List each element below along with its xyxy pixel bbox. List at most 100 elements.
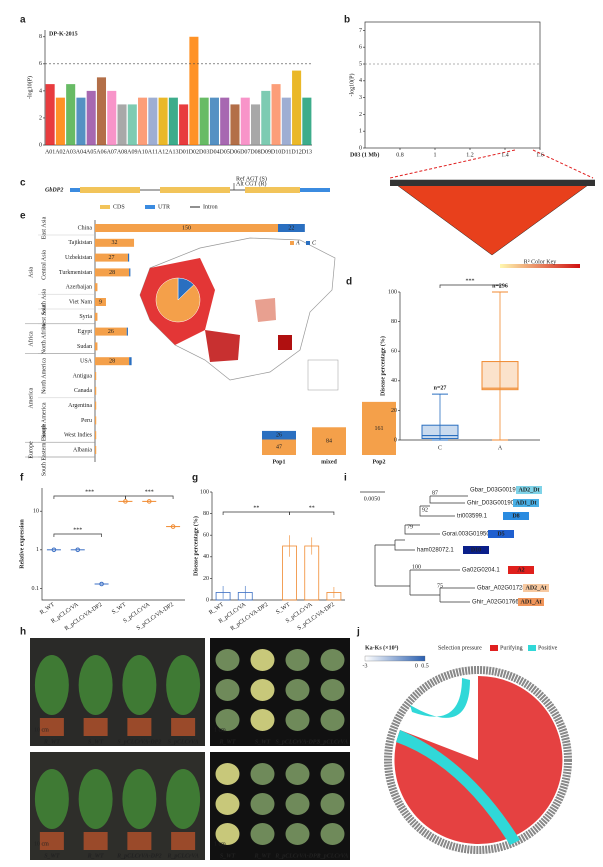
leaf bbox=[285, 793, 310, 815]
legend-label: Positive bbox=[538, 645, 558, 651]
y-axis-label: Disease percentage (%) bbox=[192, 516, 199, 576]
y-tick-label: 20 bbox=[391, 408, 397, 414]
x-tick-label: A10 bbox=[137, 149, 147, 155]
region-label: Asia bbox=[28, 267, 34, 278]
legend-swatch bbox=[290, 241, 294, 245]
bar-value: 9 bbox=[99, 299, 102, 305]
x-tick-label: A04 bbox=[76, 149, 86, 155]
subregion-label: Central Asia bbox=[41, 250, 47, 280]
leaf bbox=[285, 679, 310, 701]
peak-column bbox=[117, 104, 127, 145]
leaf-label: Ga02G0204.1 bbox=[462, 568, 500, 574]
leaf bbox=[320, 709, 345, 731]
gene-name: GbDP2 bbox=[45, 187, 63, 193]
plant bbox=[78, 655, 113, 715]
x-tick-label: D04 bbox=[209, 149, 219, 155]
legend-label: A bbox=[295, 240, 300, 246]
panel-letter: h bbox=[20, 627, 26, 638]
bar-A bbox=[95, 446, 97, 454]
country-label: Egypt bbox=[78, 329, 93, 335]
bar-A bbox=[95, 386, 97, 395]
x-tick-label: D05 bbox=[220, 149, 230, 155]
peak-column bbox=[302, 97, 312, 145]
sig-bracket bbox=[53, 533, 102, 537]
bar-C bbox=[278, 224, 305, 232]
ld-header bbox=[390, 180, 595, 186]
y-tick-label: 2 bbox=[39, 115, 42, 121]
bar-C bbox=[126, 327, 128, 336]
bar-A bbox=[95, 224, 278, 232]
pot bbox=[171, 718, 196, 736]
y-tick-label: 0 bbox=[359, 145, 362, 151]
region-label: Africa bbox=[27, 331, 34, 347]
snp-ref: Ref AGT (S) bbox=[236, 175, 267, 182]
n-label: n=27 bbox=[434, 385, 447, 391]
bar-value: 22 bbox=[288, 225, 294, 231]
clade-box bbox=[488, 530, 514, 538]
country-label: Antigua bbox=[73, 373, 93, 379]
peak-column bbox=[230, 104, 240, 145]
color-bar-tick: 0.5 bbox=[421, 663, 429, 669]
peak-column bbox=[127, 104, 137, 145]
bar-A bbox=[95, 312, 98, 321]
exon bbox=[245, 187, 300, 193]
bar-value: 84 bbox=[326, 439, 332, 445]
x-tick-label: D03 bbox=[199, 149, 209, 155]
kaks-color-bar bbox=[364, 655, 426, 662]
x-axis-label: D03 (1 Mb) bbox=[350, 151, 379, 158]
chord-link bbox=[410, 678, 470, 718]
x-tick-label: Pop1 bbox=[272, 459, 285, 465]
y-tick-label: 0.1 bbox=[32, 586, 40, 592]
peak-column bbox=[66, 84, 76, 145]
plant bbox=[78, 769, 113, 829]
utr bbox=[70, 188, 80, 192]
leaf bbox=[215, 679, 240, 701]
country-label: Uzbekistan bbox=[65, 255, 92, 261]
legend-label: C bbox=[312, 240, 317, 246]
legend-swatch bbox=[100, 205, 110, 209]
peak-column bbox=[45, 84, 55, 145]
bar-A bbox=[95, 431, 97, 440]
bootstrap-label: 100 bbox=[412, 564, 421, 570]
x-tick-label: D10 bbox=[271, 149, 281, 155]
mean-point bbox=[75, 547, 81, 553]
pot bbox=[127, 718, 152, 736]
photo-label: R_pCLCrVA-DP2 bbox=[116, 853, 162, 859]
x-tick-label: A03 bbox=[66, 149, 76, 155]
y-tick-label: 40 bbox=[391, 378, 397, 384]
scale-label: 10 cm bbox=[34, 727, 49, 733]
x-tick-label: R_WT bbox=[208, 602, 225, 616]
x-tick-label: A02 bbox=[55, 149, 65, 155]
zoom-line bbox=[389, 149, 516, 179]
y-tick-label: 0 bbox=[394, 437, 397, 443]
y-tick-label: 5 bbox=[359, 61, 362, 67]
leaf-label: ham028072.1 bbox=[417, 548, 454, 554]
photo-label: S_pCLCrVA-DP2 bbox=[276, 739, 320, 745]
bar-A bbox=[95, 401, 97, 410]
legend-title: Selection pressure bbox=[438, 645, 482, 651]
legend-label: Intron bbox=[203, 204, 218, 210]
utr bbox=[300, 188, 330, 192]
leaf bbox=[215, 709, 240, 731]
bar-C bbox=[127, 253, 130, 262]
sig-label: *** bbox=[145, 489, 154, 495]
pop-bar-A bbox=[362, 401, 396, 455]
subregion-label: South Eastern Europe bbox=[41, 424, 47, 477]
pie-slice-A bbox=[155, 277, 201, 323]
country-label: Sudan bbox=[77, 344, 92, 350]
bootstrap-label: 92 bbox=[422, 507, 428, 513]
peak-column bbox=[148, 97, 158, 145]
sig-label: ** bbox=[253, 505, 259, 511]
bar-value: 47 bbox=[276, 445, 282, 451]
subregion-label: East Asia bbox=[41, 216, 47, 239]
sig-label: *** bbox=[466, 278, 475, 284]
clade-label: D10 bbox=[471, 547, 481, 553]
pop-bar-C bbox=[262, 430, 296, 440]
legend-swatch bbox=[528, 645, 536, 651]
sig-bracket bbox=[439, 284, 501, 288]
bar-value: 32 bbox=[112, 240, 118, 246]
map-inset bbox=[307, 359, 339, 391]
photo-label: S_pCLCrVA bbox=[317, 739, 348, 745]
leaf bbox=[320, 793, 345, 815]
panel-letter: j bbox=[356, 627, 360, 638]
